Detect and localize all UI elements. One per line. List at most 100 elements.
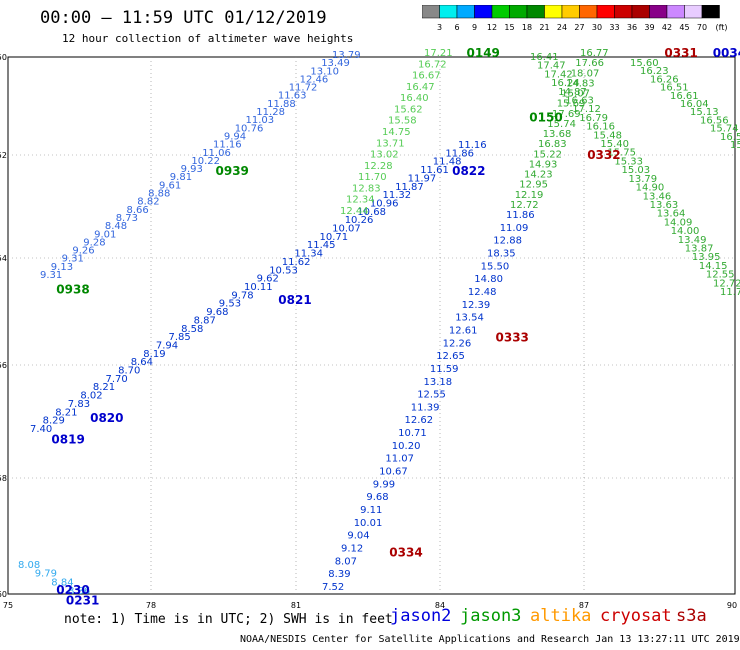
- scale-swatch: [701, 5, 720, 19]
- color-scale: 3 6 9 12 15 18 21 24 27 30 33 36 39 42 45 70 (ft): [422, 5, 728, 32]
- wave-height-value: 9.68: [206, 307, 228, 318]
- wave-height-value: 12.26: [443, 338, 472, 349]
- wave-height-value: 11.59: [430, 364, 459, 375]
- wave-height-value: 10.96: [370, 199, 399, 210]
- wave-height-value: 16.16: [586, 122, 615, 133]
- lat-tick: -56: [0, 361, 7, 370]
- wave-height-value: 9.12: [341, 544, 363, 555]
- wave-height-value: 9.61: [159, 180, 181, 191]
- scale-label: 24: [557, 23, 567, 32]
- lon-tick: 84: [435, 601, 445, 610]
- wave-height-value: 14.15: [699, 261, 728, 272]
- wave-height-value: 12.72: [510, 200, 539, 211]
- wave-height-value: 13.54: [455, 313, 484, 324]
- wave-height-value: 9.11: [360, 505, 382, 516]
- lat-tick: -52: [0, 151, 7, 160]
- wave-height-value: 8.73: [116, 213, 138, 224]
- wave-height-value: 10.53: [269, 265, 298, 276]
- wave-height-value: 15.40: [600, 139, 629, 150]
- wave-height-value: 16.77: [580, 48, 609, 59]
- wave-height-value: 8.08: [18, 560, 40, 571]
- wave-height-value: 10.68: [357, 207, 386, 218]
- pass-time-label: 0819: [51, 433, 84, 447]
- wave-height-value: 8.86: [68, 586, 90, 597]
- wave-height-value: 13.63: [650, 200, 679, 211]
- wave-height-value: 16.83: [538, 139, 567, 150]
- wave-height-value: 9.62: [257, 274, 279, 285]
- wave-height-value: 7.94: [156, 341, 178, 352]
- wave-height-value: 8.66: [127, 205, 149, 216]
- lat-tick: -58: [0, 474, 7, 483]
- wave-height-value: 12.65: [436, 351, 465, 362]
- wave-height-value: 8.87: [194, 315, 216, 326]
- wave-height-value: 8.64: [131, 357, 153, 368]
- wave-height-value: 12.61: [449, 325, 478, 336]
- pass-time-label: 0821: [278, 293, 311, 307]
- wave-height-value: 8.29: [43, 416, 65, 427]
- wave-height-value: 13.02: [370, 150, 399, 161]
- wave-height-value: 9.94: [224, 132, 246, 143]
- wave-height-value: 9.13: [51, 262, 73, 273]
- wave-height-value: 10.71: [320, 232, 349, 243]
- footnote: note: 1) Time is in UTC; 2) SWH is in fe…: [64, 612, 393, 627]
- wave-height-value: 14.90: [636, 183, 665, 194]
- scale-unit: (ft): [716, 23, 728, 32]
- wave-height-value: 12.48: [468, 287, 497, 298]
- legend-s3a: s3a: [676, 606, 707, 626]
- wave-height-value: 15.74: [547, 119, 576, 130]
- wave-height-value: 8.70: [118, 366, 140, 377]
- credit-line: NOAA/NESDIS Center for Satellite Applica…: [240, 634, 740, 645]
- wave-height-value: 12.46: [300, 74, 329, 85]
- wave-height-value: 14.83: [566, 78, 595, 89]
- wave-height-value: 7.70: [106, 374, 128, 385]
- lon-tick: 87: [579, 601, 589, 610]
- wave-height-value: 11.63: [278, 91, 307, 102]
- wave-height-value: 8.02: [80, 391, 102, 402]
- legend-altika: altika: [530, 606, 592, 626]
- scale-label: 12: [487, 23, 497, 32]
- wave-height-value: 18.35: [487, 249, 516, 260]
- wave-height-value: 9.28: [83, 237, 105, 248]
- wave-height-value: 9.31: [62, 254, 84, 265]
- page-subtitle: 12 hour collection of altimeter wave hei…: [62, 32, 354, 45]
- wave-height-value: 12.95: [519, 180, 548, 191]
- wave-height-value: 16.51: [660, 83, 689, 94]
- pass-time-label: 0939: [216, 164, 249, 178]
- wave-height-value: 13.95: [692, 252, 721, 263]
- lat-tick: -54: [0, 254, 7, 263]
- wave-height-value: 16.24: [551, 78, 580, 89]
- pass-time-label: 0820: [90, 411, 123, 425]
- wave-height-value: 15.50: [481, 261, 510, 272]
- wave-height-value: 11.07: [385, 454, 414, 465]
- pass-time-label: 0231: [66, 594, 99, 608]
- wave-height-value: 8.58: [181, 324, 203, 335]
- wave-height-value: 11.06: [202, 148, 231, 159]
- wave-height-value: 11.86: [445, 148, 474, 159]
- wave-height-value: 15.74: [710, 124, 739, 135]
- wave-height-value: 8.88: [148, 189, 170, 200]
- wave-height-value: 15.03: [622, 165, 651, 176]
- pass-time-label: 0938: [56, 282, 89, 296]
- wave-height-value: 9.78: [231, 290, 253, 301]
- scale-label: 39: [644, 23, 654, 32]
- wave-height-value: 12.55: [417, 390, 446, 401]
- wave-height-value: 10.26: [345, 215, 374, 226]
- wave-height-value: 12.28: [364, 161, 393, 172]
- wave-height-value: 11.09: [500, 223, 529, 234]
- wave-height-value: 12.19: [515, 190, 544, 201]
- wave-height-value: 8.21: [93, 382, 115, 393]
- pass-time-label: 0230: [56, 583, 89, 597]
- wave-height-value: 11.86: [506, 210, 535, 221]
- pass-time-label: 0334: [389, 545, 422, 559]
- wave-height-value: 8.82: [137, 197, 159, 208]
- scale-label: 45: [679, 23, 689, 32]
- wave-height-value: 10.76: [235, 123, 264, 134]
- wave-height-value: 13.46: [643, 191, 672, 202]
- wave-height-value: 14.93: [529, 160, 558, 171]
- wave-height-value: 8.84: [51, 577, 73, 588]
- wave-height-value: 9.01: [94, 229, 116, 240]
- scale-label: 15: [504, 23, 514, 32]
- wave-height-value: 11.34: [294, 249, 323, 260]
- pass-time-label: 0150: [529, 110, 562, 124]
